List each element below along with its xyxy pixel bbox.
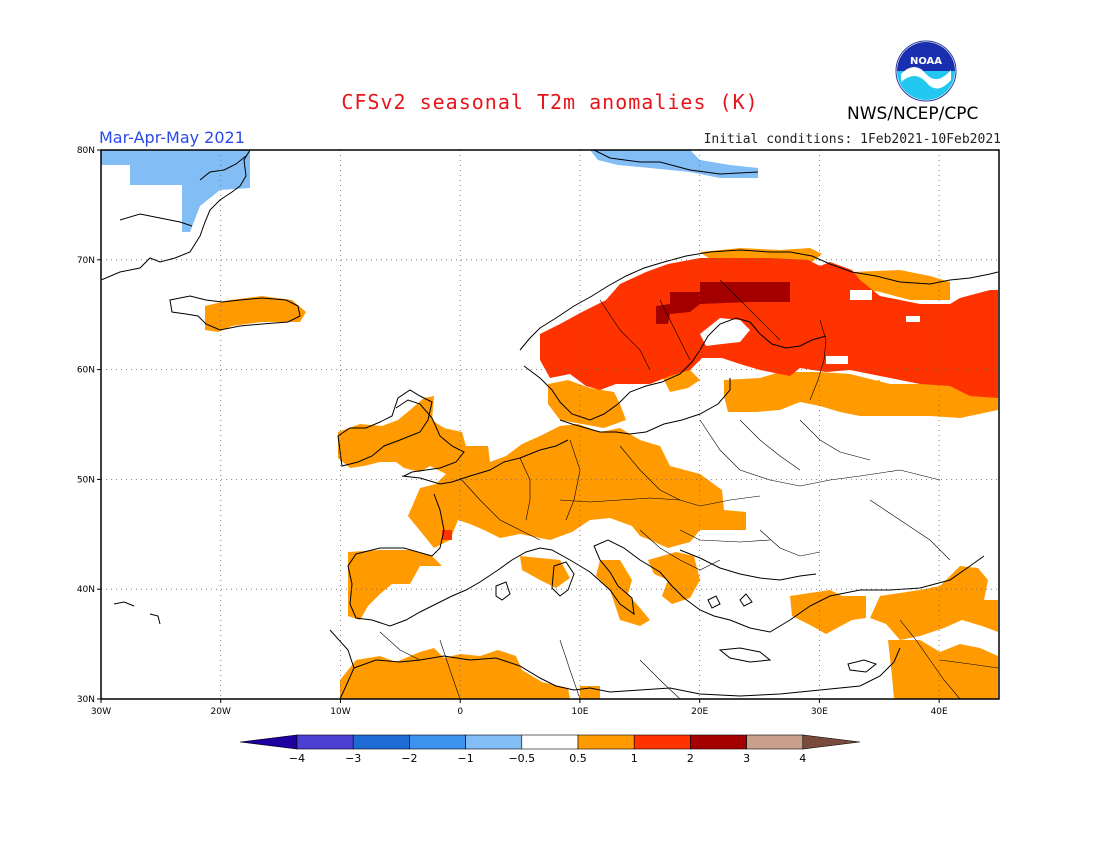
colorbar-tick-label: −0.5 (508, 752, 535, 765)
colorbar-bin (746, 734, 804, 750)
lat-tick-label: 80N (77, 146, 95, 156)
colorbar-min-arrow (239, 734, 298, 750)
warm-anomaly-2-3 (656, 282, 790, 324)
longitude-labels: 30W 20W 10W 0 10E 20E 30E 40E (91, 707, 948, 717)
colorbar-bin (521, 734, 579, 750)
noaa-logo: NOAA (895, 40, 957, 102)
lon-tick-label: 30W (91, 707, 111, 717)
colorbar-labels: −4 −3 −2 −1 −0.5 0.5 1 2 3 4 (289, 752, 806, 765)
colorbar-tick-label: 3 (743, 752, 750, 765)
colorbar-bin (409, 734, 466, 750)
lat-tick-label: 60N (77, 366, 95, 376)
colorbar-tick-label: −4 (289, 752, 305, 765)
lat-tick-label: 30N (77, 695, 95, 705)
season-label: Mar-Apr-May 2021 (99, 128, 245, 147)
logo-text: NOAA (910, 56, 942, 67)
colorbar-max-arrow (802, 734, 861, 750)
colorbar-bin (465, 734, 523, 750)
colorbar-tick-label: −1 (457, 752, 473, 765)
lon-tick-label: 40E (931, 707, 948, 717)
colorbar-bin (577, 734, 635, 750)
latitude-labels: 80N 70N 60N 50N 40N 30N (77, 146, 95, 705)
initial-conditions-label: Initial conditions: 1Feb2021-10Feb2021 (703, 132, 1001, 147)
lon-tick-label: 30E (811, 707, 828, 717)
colorbar-tick-label: 0.5 (569, 752, 587, 765)
colorbar-bin (690, 734, 747, 750)
coastlines (101, 150, 999, 699)
colorbar-tick-label: 4 (799, 752, 806, 765)
colorbar-bin (352, 734, 410, 750)
lon-tick-label: 10W (330, 707, 350, 717)
warm-anomaly-1-2 (540, 258, 998, 398)
agency-label: NWS/NCEP/CPC (847, 104, 979, 124)
colorbar-tick-label: −3 (345, 752, 361, 765)
svalbard-cold-anomaly (590, 150, 758, 178)
colorbar-bin (296, 734, 354, 750)
lon-tick-label: 10E (571, 707, 588, 717)
lon-tick-label: 20E (691, 707, 708, 717)
country-borders (379, 279, 999, 699)
colorbar-tick-label: 1 (631, 752, 638, 765)
map-title: CFSv2 seasonal T2m anomalies (K) (341, 90, 759, 114)
colorbar-tick-label: −2 (401, 752, 417, 765)
lat-tick-label: 70N (77, 256, 95, 266)
near-normal-holes (700, 290, 920, 364)
biscay-red-cell (442, 530, 452, 540)
lon-tick-label: 20W (211, 707, 231, 717)
map-frame (100, 149, 1000, 700)
greenland-cold-anomaly (101, 150, 250, 232)
lat-tick-label: 50N (77, 475, 95, 485)
lon-tick-label: 0 (457, 707, 463, 717)
colorbar-bin (633, 734, 691, 750)
colorbar-tick-label: 2 (687, 752, 694, 765)
colorbar (239, 734, 861, 750)
anomaly-shading (101, 150, 999, 699)
lat-tick-label: 40N (77, 585, 95, 595)
